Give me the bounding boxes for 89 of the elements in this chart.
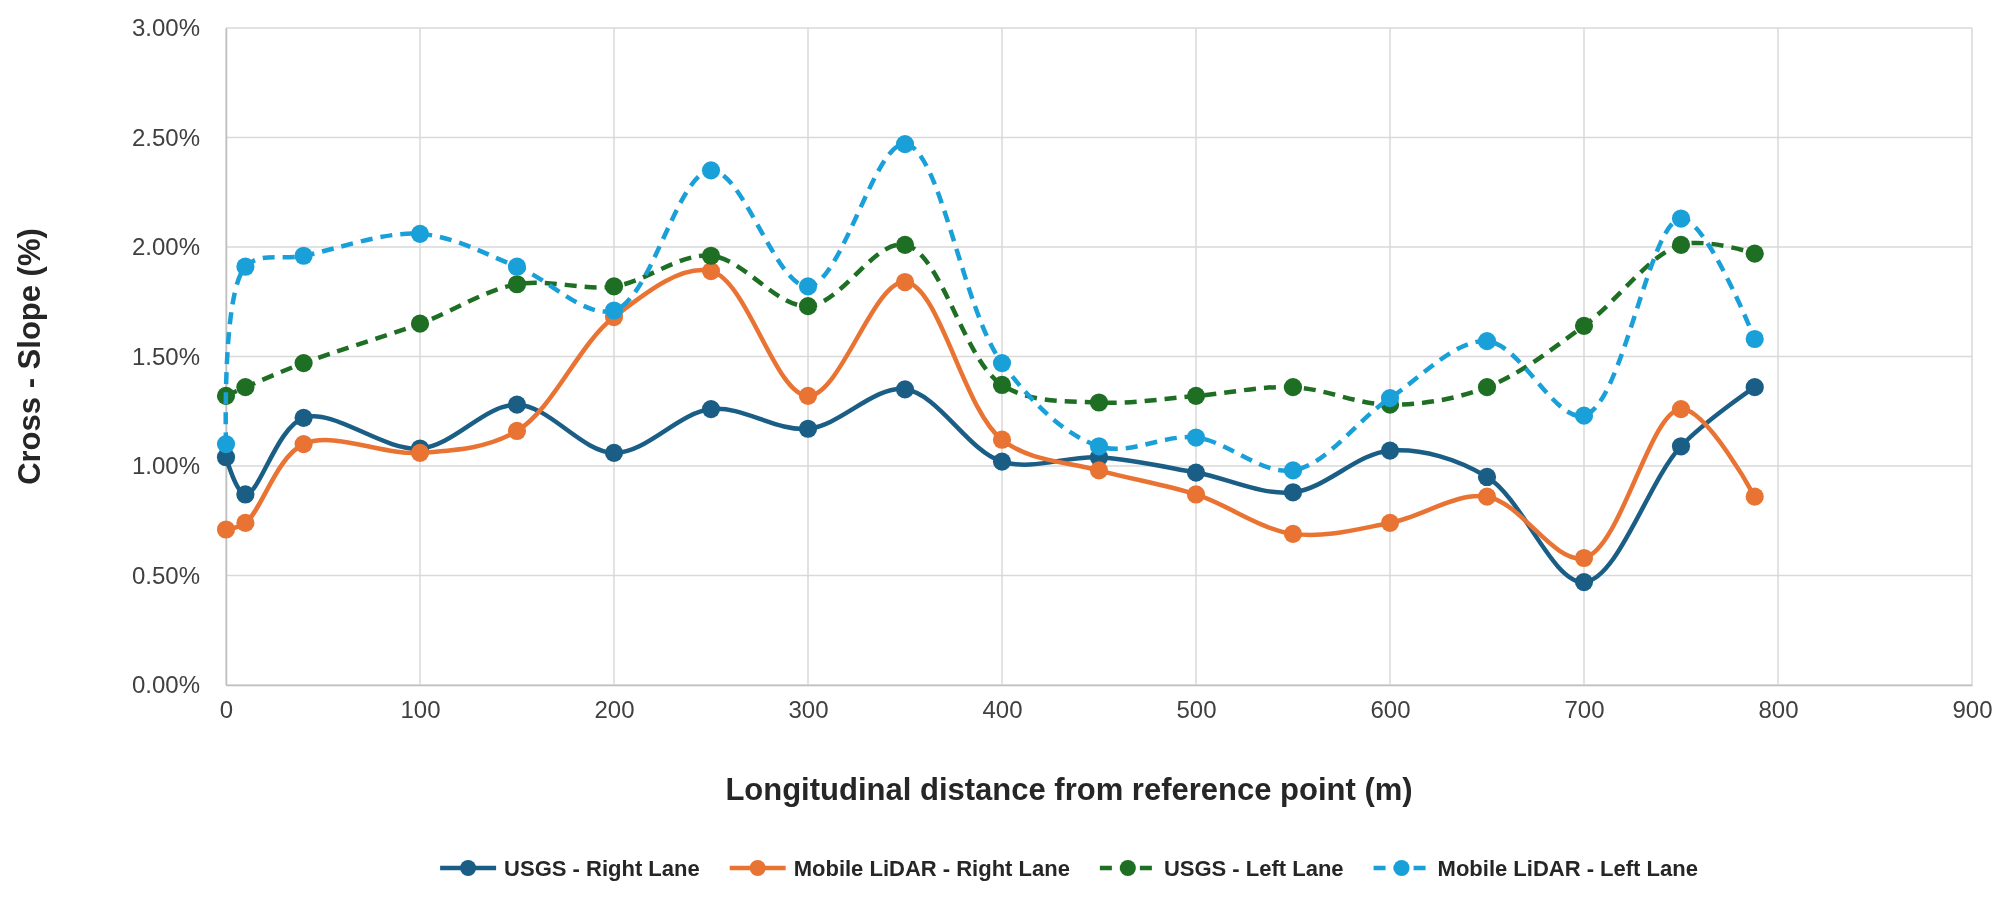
point [1671,235,1691,254]
point [798,297,818,316]
point [1186,485,1206,504]
point [1283,461,1303,480]
point [1283,483,1303,502]
point [410,314,430,333]
point [1477,332,1497,351]
point [1089,461,1109,480]
point [1186,386,1206,405]
x-tick-label: 0 [219,696,234,724]
point [992,353,1012,373]
point [604,443,624,462]
y-tick-label: 3.00% [131,14,200,42]
point [216,435,236,454]
point [1745,378,1764,397]
point [507,395,527,414]
point [1477,487,1497,506]
legend-label: Mobile LiDAR - Right Lane [793,856,1070,881]
point [1745,487,1764,506]
x-tick-label: 700 [1564,696,1605,724]
y-tick-label: 1.50% [131,342,200,370]
point [236,378,255,397]
point [1380,389,1400,408]
x-axis-title: Longitudinal distance from reference point (m) [725,772,1413,807]
y-axis-title: Cross - Slope (%) [12,228,47,485]
point [1089,437,1109,456]
point [604,301,624,320]
point [1574,572,1594,592]
point [1089,393,1109,412]
legend-label: Mobile LiDAR - Left Lane [1437,856,1698,881]
point [604,277,624,296]
point [294,408,313,427]
y-tick-label: 2.00% [131,233,200,261]
x-tick-label: 500 [1176,696,1217,724]
point [410,443,430,462]
y-tick-label: 2.50% [131,123,200,151]
point [294,246,313,265]
x-tick-label: 200 [594,696,635,724]
point [507,421,527,441]
point [798,419,818,438]
point [507,275,527,294]
x-tick-label: 800 [1758,696,1799,724]
point [798,386,818,405]
x-tick-label: 400 [982,696,1023,724]
point [1574,406,1594,425]
point [1671,437,1691,456]
point [236,257,255,276]
point [1574,316,1594,335]
point [1477,467,1497,487]
point [701,262,721,281]
point [1477,378,1497,397]
point [1671,209,1691,228]
point [895,380,915,399]
point [701,246,721,265]
point [1574,548,1594,568]
point [992,430,1012,449]
point [895,134,915,154]
point [294,353,313,373]
point [236,485,255,504]
legend-label: USGS - Left Lane [1163,856,1344,881]
x-tick-label: 900 [1952,696,1993,724]
point [1186,463,1206,482]
x-tick-label: 300 [788,696,829,724]
point [992,375,1012,395]
point [1380,513,1400,533]
point [701,399,721,419]
point [410,224,430,243]
point [294,435,313,454]
point [798,277,818,296]
point [1671,399,1691,419]
point [992,452,1012,471]
point [1380,441,1400,460]
point [507,257,527,276]
point [1745,329,1764,349]
x-tick-label: 100 [400,696,441,724]
point [1283,524,1303,543]
y-tick-label: 0.50% [131,561,200,589]
y-tick-label: 0.00% [131,671,200,699]
legend-label: USGS - Right Lane [504,856,700,881]
point [895,235,915,254]
point [1745,244,1764,263]
x-tick-label: 600 [1370,696,1411,724]
point [1186,428,1206,447]
point [236,513,255,533]
y-tick-label: 1.00% [131,452,200,480]
point [1283,378,1303,397]
point [895,272,915,292]
point [701,161,721,180]
point [216,520,236,539]
